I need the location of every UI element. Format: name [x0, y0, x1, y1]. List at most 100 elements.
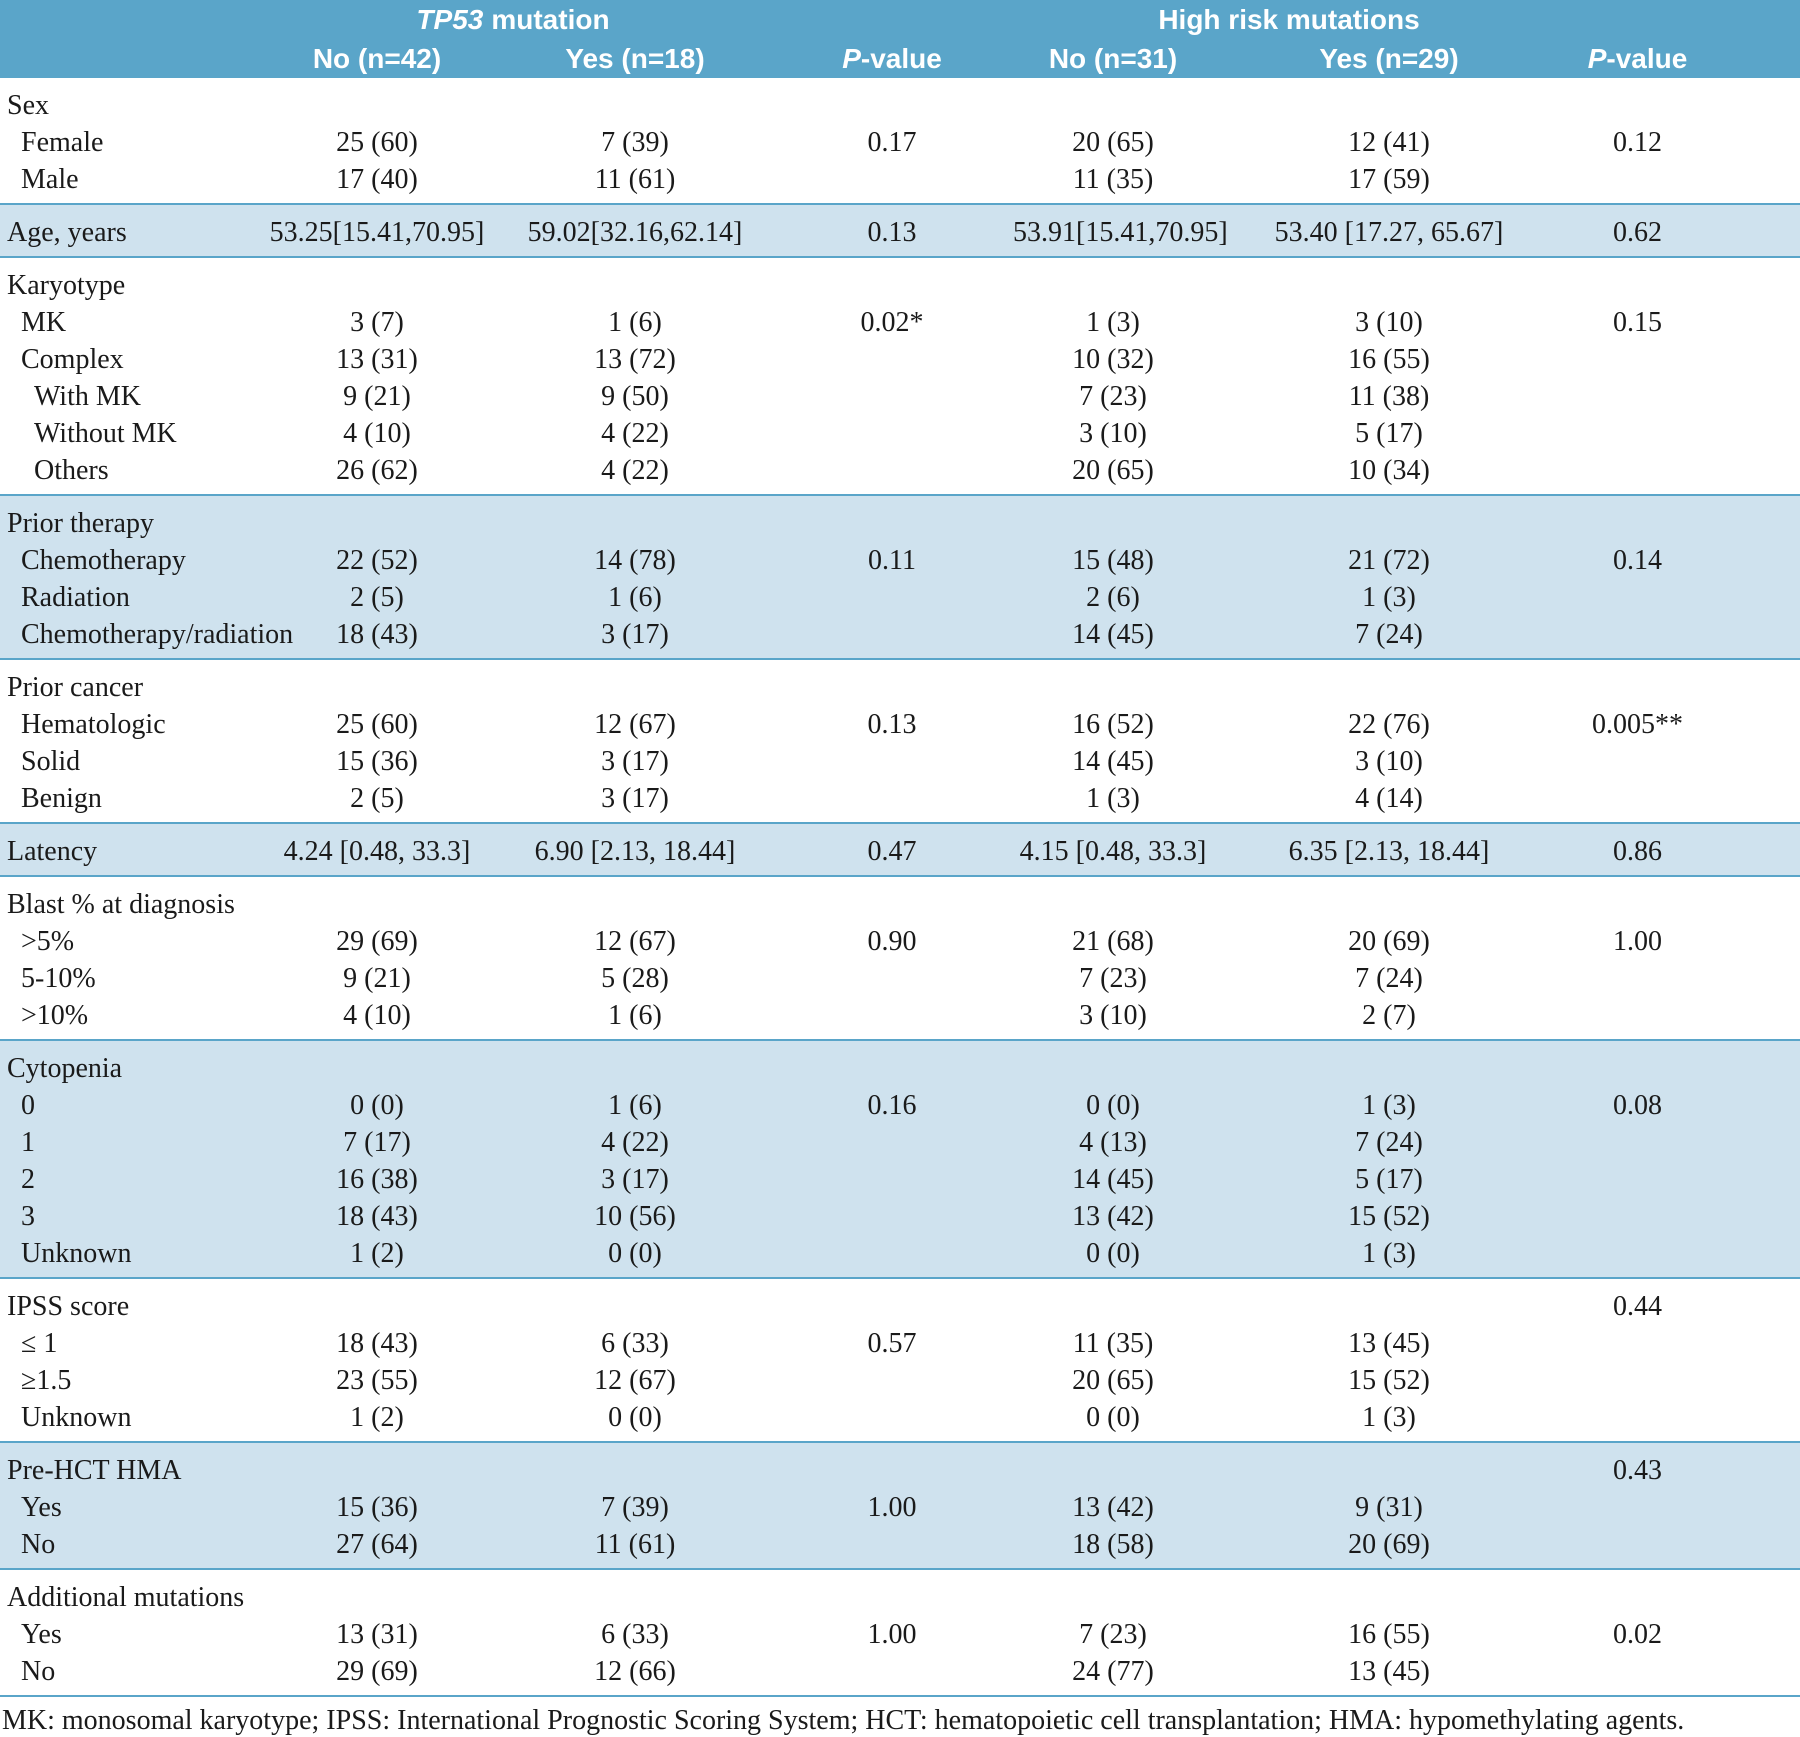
cell — [1565, 960, 1800, 997]
cell: 1 (6) — [499, 1087, 771, 1124]
row-label: Latency — [0, 823, 255, 876]
row-label: Male — [21, 164, 79, 195]
cell — [771, 341, 1013, 378]
data-row: 3 18 (43) 10 (56) 13 (42) 15 (52) — [0, 1198, 1800, 1235]
section-label: Cytopenia — [0, 1040, 255, 1087]
cell: 16 (38) — [255, 1161, 499, 1198]
row-label: ≥1.5 — [21, 1365, 72, 1396]
cell: 1 (3) — [1086, 307, 1140, 338]
row-label: 5-10% — [21, 963, 96, 994]
cell — [771, 1235, 1013, 1278]
footnote: MK: monosomal karyotype; IPSS: Internati… — [0, 1695, 1800, 1737]
section-title-row: Blast % at diagnosis — [0, 876, 1800, 923]
data-row: 2 16 (38) 3 (17) 14 (45) 5 (17) — [0, 1161, 1800, 1198]
cell — [255, 1442, 499, 1489]
cell: 0.57 — [867, 1328, 917, 1359]
cell: 13 (42) — [1013, 1489, 1213, 1526]
cell: 22 (52) — [255, 542, 499, 579]
cell: 23 (55) — [336, 1365, 418, 1396]
cell: 12 (67) — [594, 926, 676, 957]
data-row: Yes 15 (36) 7 (39) 1.00 13 (42) 9 (31) — [0, 1489, 1800, 1526]
data-row: ≥1.5 23 (55) 12 (67) 20 (65) 15 (52) — [0, 1362, 1800, 1399]
column-header-text: Yes (n=29) — [1319, 43, 1459, 74]
cell: 18 (43) — [255, 616, 499, 659]
column-header: No (n=42) — [255, 39, 499, 78]
cell — [1565, 495, 1800, 542]
data-row: Benign 2 (5) 3 (17) 1 (3) 4 (14) — [0, 780, 1800, 823]
cell — [771, 960, 1013, 997]
cell: 13 (45) — [1348, 1656, 1430, 1687]
data-row: Age, years 53.25[15.41,70.95] 59.02[32.16,… — [0, 204, 1800, 257]
cell: 0.44 — [1613, 1291, 1662, 1322]
cell: 1.00 — [867, 1619, 917, 1650]
cell: 1 (3) — [1362, 1402, 1416, 1433]
column-header-italic: P — [842, 43, 861, 74]
cell: 53.91[15.41,70.95] — [1013, 204, 1228, 257]
row-label: ≤ 1 — [21, 1328, 58, 1359]
row-label: 1 — [0, 1124, 255, 1161]
cell: 0.15 — [1613, 307, 1662, 338]
section-label: Prior cancer — [7, 672, 144, 703]
cell — [1565, 1040, 1800, 1087]
cell — [499, 1442, 771, 1489]
cell: 4 (13) — [1013, 1124, 1213, 1161]
section-label: IPSS score — [7, 1291, 130, 1322]
cell: 2 (7) — [1362, 1000, 1416, 1031]
cell — [1565, 1235, 1800, 1278]
cell — [1565, 341, 1800, 378]
data-row: ≤ 1 18 (43) 6 (33) 0.57 11 (35) 13 (45) — [0, 1325, 1800, 1362]
cell — [771, 1399, 1013, 1442]
cell — [499, 876, 771, 923]
cell — [771, 1362, 1013, 1399]
data-row: Hematologic 25 (60) 12 (67) 0.13 16 (52) 22 (… — [0, 706, 1800, 743]
section-label: Prior therapy — [0, 495, 255, 542]
cell: 0.16 — [771, 1087, 1013, 1124]
cell: 25 (60) — [336, 709, 418, 740]
data-row: Without MK 4 (10) 4 (22) 3 (10) 5 (17) — [0, 415, 1800, 452]
data-row: Male 17 (40) 11 (61) 11 (35) 17 (59) — [0, 161, 1800, 204]
cell: 53.40 [17.27, 65.67] — [1213, 204, 1565, 257]
row-label: >10% — [21, 1000, 89, 1031]
section-title-row: Additional mutations — [0, 1569, 1800, 1616]
cell — [1565, 1399, 1800, 1442]
cell — [1013, 659, 1213, 706]
row-label: No — [21, 1656, 56, 1687]
cell: 14 (45) — [1072, 746, 1154, 777]
row-label: Chemotherapy — [0, 542, 255, 579]
cell: 7 (17) — [255, 1124, 499, 1161]
cell: 10 (34) — [1348, 455, 1430, 486]
section-label: Blast % at diagnosis — [7, 889, 235, 920]
column-header: Yes (n=18) — [499, 39, 771, 78]
row-label: Unknown — [0, 1235, 255, 1278]
section: Blast % at diagnosis >5% 29 (69) 12 (67) 0.9… — [0, 876, 1800, 1040]
cell — [1213, 876, 1565, 923]
section: Sex Female 25 (60) 7 (39) 0.17 20 (65) 12 (41)… — [0, 78, 1800, 204]
cell: 7 (24) — [1355, 963, 1423, 994]
column-header-italic: P — [1587, 43, 1607, 74]
cell: 10 (56) — [499, 1198, 771, 1235]
data-row: >5% 29 (69) 12 (67) 0.90 21 (68) 20 (69) 1.00 — [0, 923, 1800, 960]
cell: 14 (45) — [1013, 1161, 1213, 1198]
cell: 29 (69) — [336, 1656, 418, 1687]
section: Additional mutations Yes 13 (31) 6 (33) 1.00… — [0, 1569, 1800, 1695]
row-label: Age, years — [0, 204, 255, 257]
cell: 2 (5) — [350, 783, 404, 814]
data-row: Others 26 (62) 4 (22) 20 (65) 10 (34) — [0, 452, 1800, 495]
cell: 1.00 — [1613, 926, 1662, 957]
cell — [771, 876, 1013, 923]
cell: 18 (58) — [1013, 1526, 1213, 1569]
row-label: Benign — [21, 783, 102, 814]
cell — [255, 78, 499, 124]
cell — [771, 495, 1013, 542]
group-title-text: mutation — [491, 4, 610, 35]
cell — [1565, 1489, 1800, 1526]
cell — [771, 1124, 1013, 1161]
cell: 7 (23) — [1079, 963, 1147, 994]
cell — [771, 1442, 1013, 1489]
cell: 0.02* — [860, 307, 924, 338]
cell: 15 (36) — [336, 746, 418, 777]
cell: 29 (69) — [336, 926, 418, 957]
row-label: MK — [21, 307, 67, 338]
cell: 3 (17) — [601, 746, 669, 777]
cell: 1 (6) — [608, 307, 662, 338]
